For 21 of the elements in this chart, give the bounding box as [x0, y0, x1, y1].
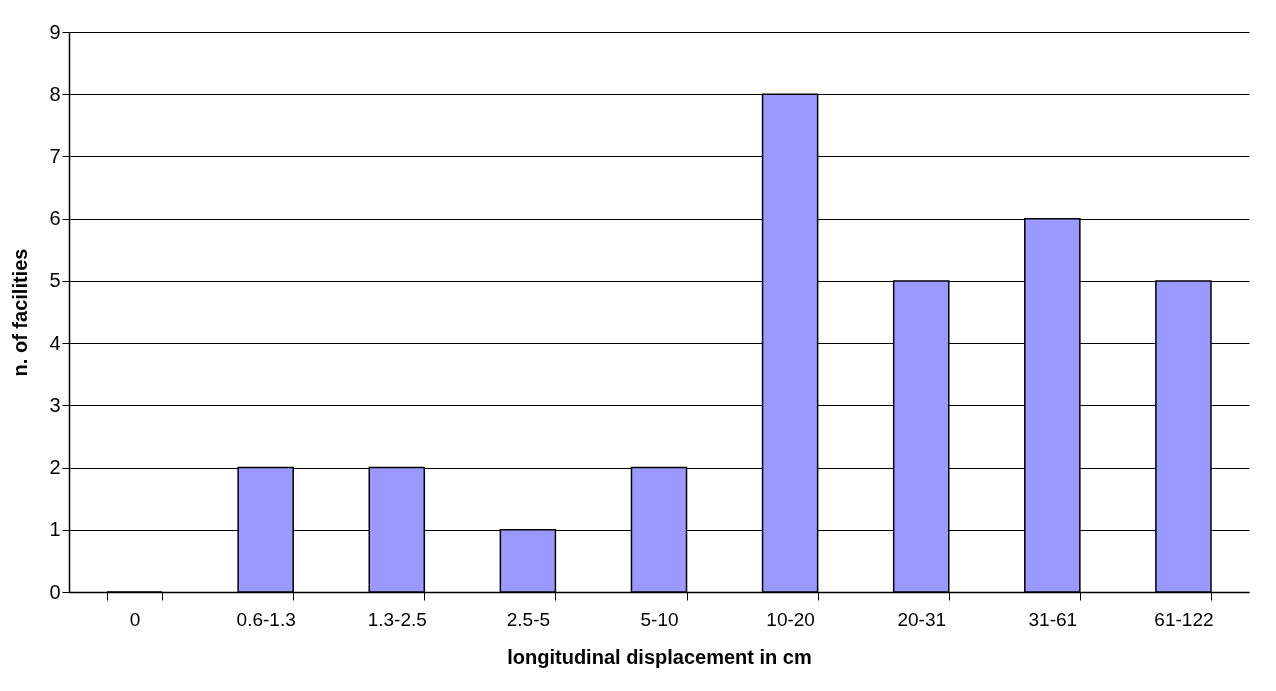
x-tick-label: 0: [129, 608, 141, 630]
y-tick-label: 1: [49, 518, 61, 541]
x-tick-label: 5-10: [640, 608, 679, 630]
y-tick-label: 6: [49, 207, 61, 230]
x-tick-label: 61-122: [1154, 608, 1214, 630]
x-tick-label: 10-20: [766, 608, 815, 630]
y-tick-label: 0: [49, 580, 61, 603]
y-tick-label: 8: [49, 82, 61, 105]
y-tick-label: 3: [49, 393, 61, 416]
x-tick-label: 0.6-1.3: [236, 608, 296, 630]
y-tick-label: 4: [49, 331, 61, 354]
y-tick-label: 2: [49, 456, 61, 479]
x-axis-title: longitudinal displacement in cm: [507, 645, 812, 668]
y-tick-label: 5: [49, 269, 61, 292]
x-tick-label: 31-61: [1028, 608, 1078, 630]
x-tick-label: 2.5-5: [506, 608, 551, 630]
x-tick-label: 1.3-2.5: [367, 608, 427, 630]
y-tick-label: 7: [49, 144, 61, 167]
y-axis-title: n. of facilities: [9, 248, 32, 377]
x-tick-label: 20-31: [897, 608, 947, 630]
y-tick-label: 9: [49, 20, 61, 43]
